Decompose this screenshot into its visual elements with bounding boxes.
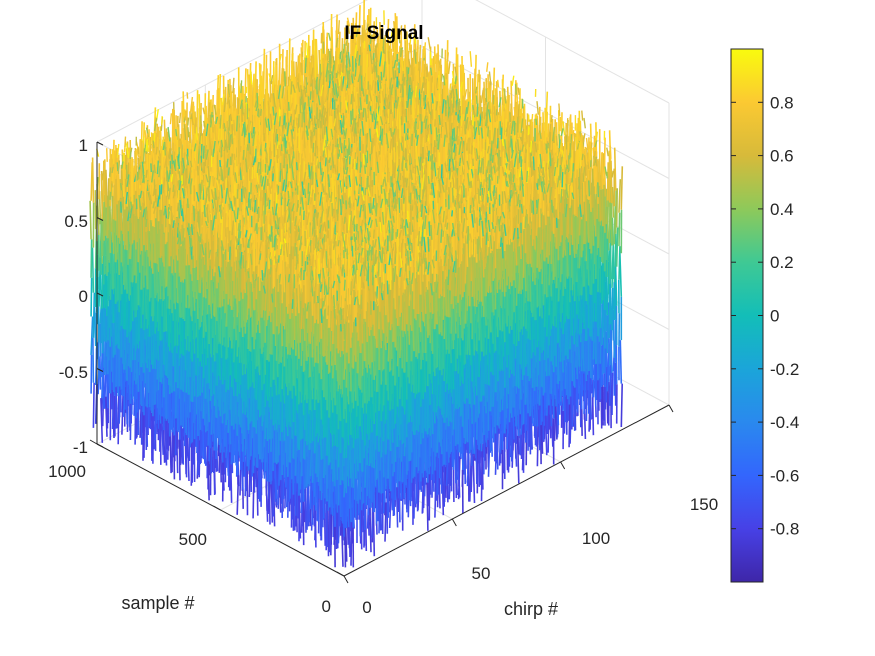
surface-segment <box>96 199 100 236</box>
surface-segment <box>108 206 112 254</box>
surface-segment <box>91 157 95 203</box>
surface-segment <box>89 200 92 240</box>
surface-segment <box>121 233 124 267</box>
surface-plot <box>89 0 624 568</box>
surface-segment <box>218 73 222 115</box>
surface-segment <box>122 196 125 241</box>
surface-segment <box>124 289 127 330</box>
surface-segment <box>117 200 120 238</box>
surface-segment <box>262 48 266 99</box>
surface-segment <box>100 240 103 275</box>
surface-segment <box>127 300 131 343</box>
surface-segment <box>114 220 117 263</box>
surface-segment <box>125 206 128 251</box>
surface-segment <box>112 184 116 220</box>
surface-segment <box>288 38 291 80</box>
surface-segment <box>91 247 95 293</box>
surface-segment <box>92 292 96 338</box>
surface-segment <box>97 342 100 379</box>
surface-segment <box>90 277 93 317</box>
surface-segment <box>90 316 94 356</box>
surface-segment <box>114 303 117 346</box>
surface-segment <box>107 272 110 307</box>
surface-segment <box>120 357 123 390</box>
surface-segment <box>124 209 127 250</box>
surface-segment <box>121 395 124 435</box>
surface-segment <box>107 306 110 341</box>
surface-segment <box>117 312 120 350</box>
surface-segment <box>90 239 93 278</box>
surface-segment <box>123 369 126 410</box>
pane-edge <box>96 0 368 143</box>
surface-segment <box>104 173 107 208</box>
surface-segment <box>125 380 128 425</box>
surface-segment <box>92 337 95 383</box>
surface-segment <box>99 274 103 310</box>
surface-segment <box>93 306 97 347</box>
surface-segment <box>102 307 106 342</box>
surface-segment <box>103 341 106 376</box>
surface-segment <box>98 270 101 307</box>
surface-segment <box>117 237 120 276</box>
surface-segment <box>114 262 117 304</box>
surface-segment <box>92 382 95 428</box>
surface-segment <box>118 386 121 424</box>
surface-segment <box>244 68 247 109</box>
surface-segment <box>100 173 104 219</box>
